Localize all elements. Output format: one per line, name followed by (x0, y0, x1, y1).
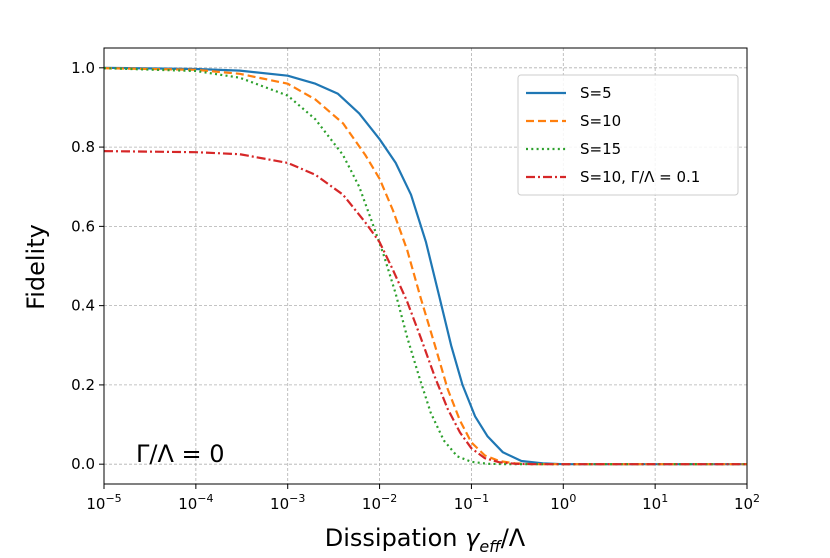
y-tick-label: 1.0 (71, 59, 95, 77)
legend-label-2: S=10 (580, 112, 621, 130)
y-tick-label: 0.6 (71, 217, 95, 235)
series-lines (103, 66, 747, 466)
legend: S=5 S=10 S=15 S=10, Γ/Λ = 0.1 (517, 74, 739, 196)
plot-frame (103, 47, 748, 485)
x-tick-label: 10−2 (362, 492, 397, 513)
y-axis-label: Fidelity (22, 224, 50, 310)
series-line-3 (103, 67, 747, 466)
y-tick-label: 0.2 (71, 376, 95, 394)
x-tick-label: 102 (734, 492, 760, 513)
series-line-4 (103, 150, 747, 466)
gamma-annotation: Γ/Λ = 0 (136, 440, 225, 468)
legend-label-4: S=10, Γ/Λ = 0.1 (580, 168, 700, 186)
x-tick-label: 100 (550, 492, 576, 513)
legend-box (517, 74, 739, 196)
legend-label-3: S=15 (580, 140, 621, 158)
x-tick-label: 10−4 (178, 492, 213, 513)
y-tick-label: 0.0 (71, 455, 95, 473)
x-axis-label: Dissipation γeff/Λ (325, 524, 526, 554)
axis-ticks: 10−5 10−4 10−3 10−2 10−1 100 101 102 0.0 0.2 0.4 0.… (71, 59, 760, 513)
legend-label-1: S=5 (580, 84, 612, 102)
y-tick-label: 0.4 (71, 297, 95, 315)
y-tick-label: 0.8 (71, 138, 95, 156)
x-tick-label: 10−3 (270, 492, 305, 513)
x-tick-label: 10−1 (454, 492, 489, 513)
x-tick-label: 10−5 (86, 492, 121, 513)
grid-lines (103, 48, 748, 484)
series-line-1 (103, 66, 747, 466)
x-tick-label: 101 (642, 492, 668, 513)
